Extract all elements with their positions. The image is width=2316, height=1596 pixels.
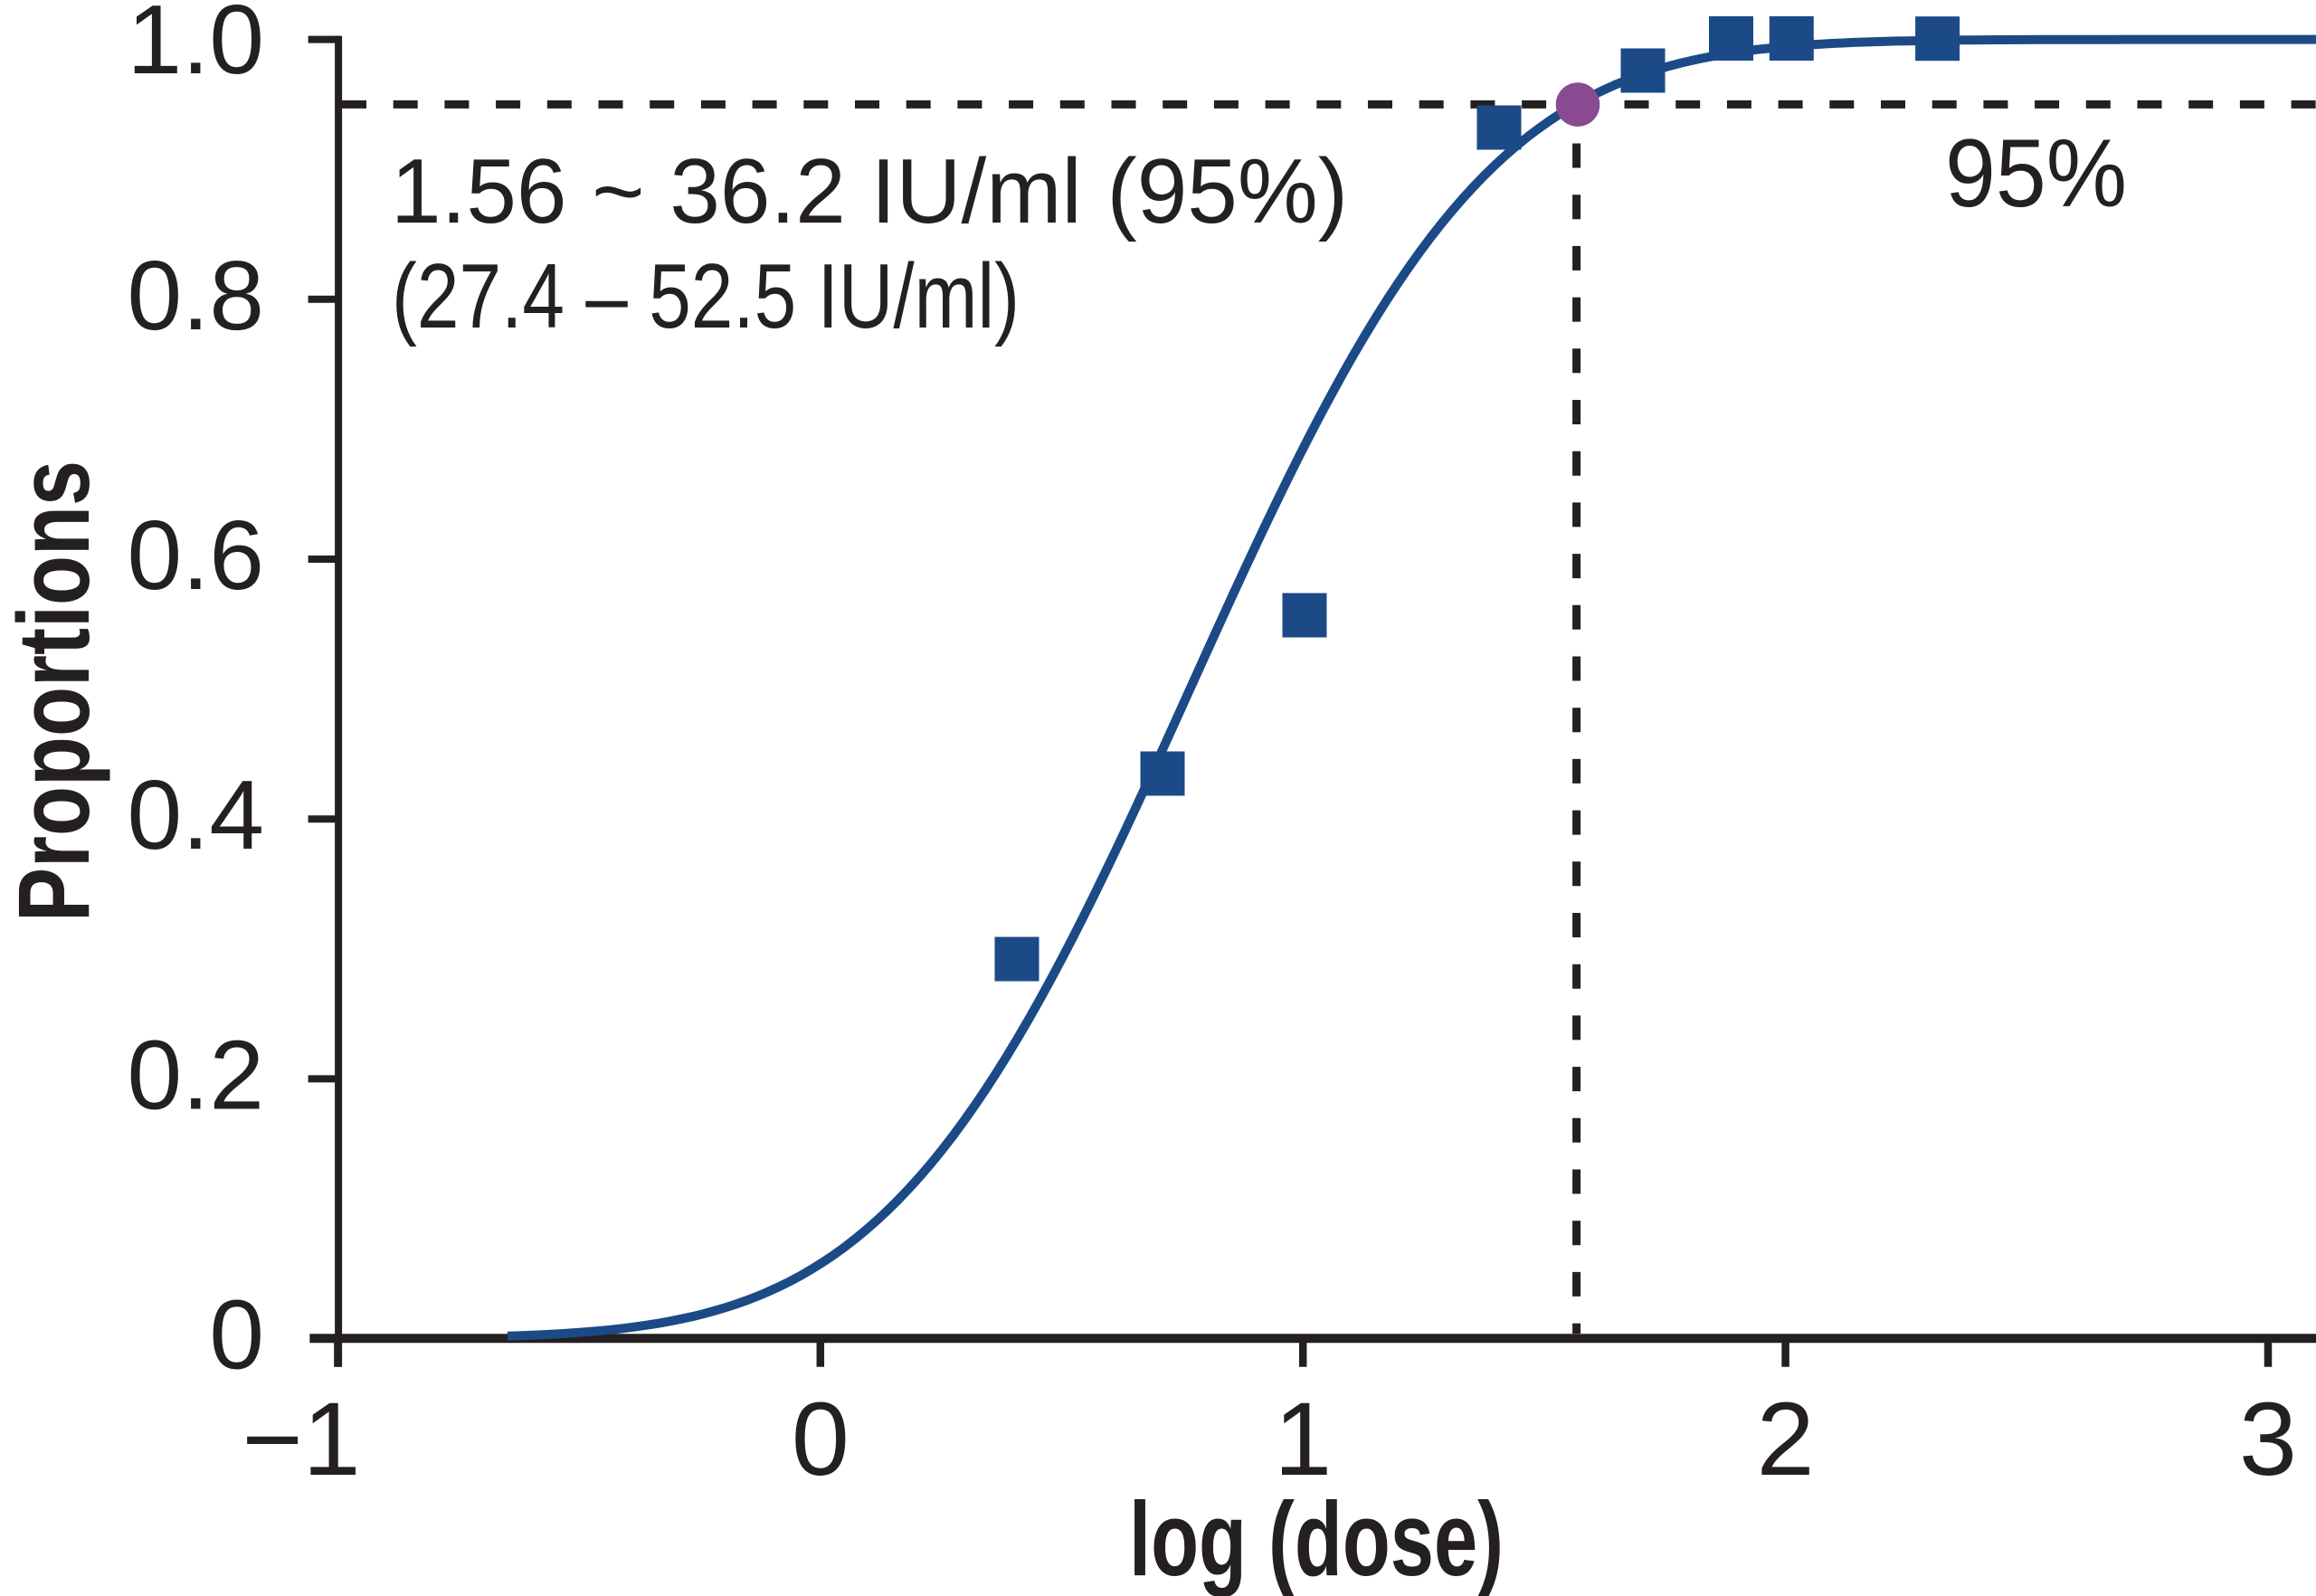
svg-text:(27.4 – 52.5 IU/ml): (27.4 – 52.5 IU/ml): [392, 246, 1020, 347]
svg-text:Proportions: Proportions: [0, 461, 110, 922]
svg-text:1.56 ~ 36.2 IU/ml (95%): 1.56 ~ 36.2 IU/ml (95%): [391, 141, 1348, 242]
svg-text:0.6: 0.6: [127, 500, 264, 611]
svg-text:3: 3: [2239, 1382, 2297, 1497]
svg-text:2: 2: [1757, 1382, 1815, 1497]
svg-text:95%: 95%: [1945, 119, 2127, 227]
svg-text:−1: −1: [242, 1382, 360, 1497]
svg-text:1: 1: [1274, 1382, 1332, 1497]
svg-text:0.4: 0.4: [127, 760, 264, 870]
svg-text:0.8: 0.8: [127, 241, 264, 351]
svg-text:log (dose): log (dose): [1129, 1480, 1504, 1596]
svg-text:0: 0: [209, 1279, 264, 1390]
svg-text:0: 0: [792, 1382, 850, 1497]
svg-text:0.2: 0.2: [127, 1020, 264, 1130]
svg-text:1.0: 1.0: [127, 0, 264, 95]
